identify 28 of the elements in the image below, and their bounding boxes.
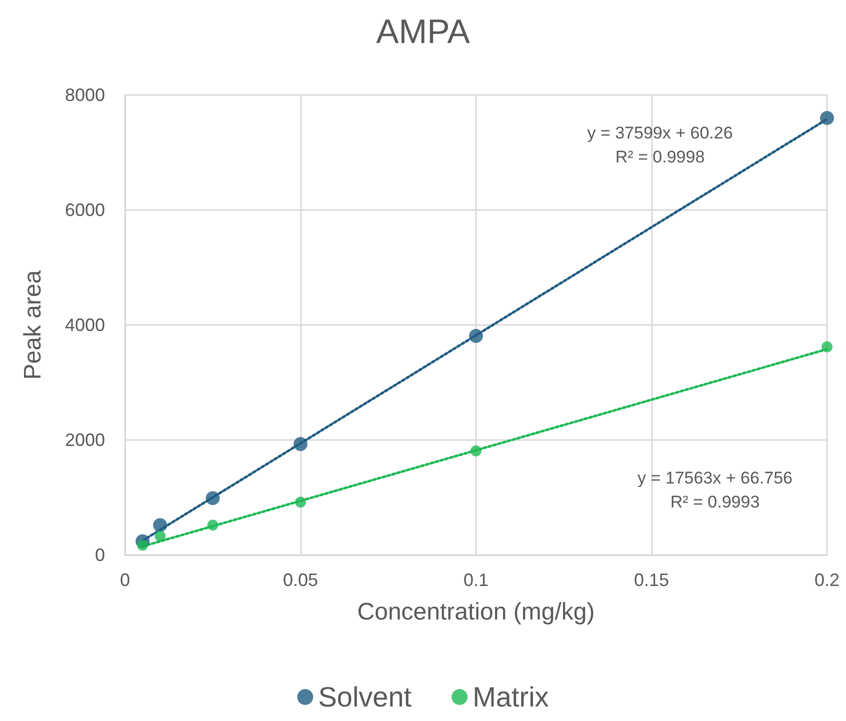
point bbox=[295, 496, 306, 508]
annotation: y = 17563x + 66.756 R² = 0.9993 bbox=[637, 468, 793, 512]
y-tick-label: 6000 bbox=[64, 200, 105, 220]
x-tick-label: 0.1 bbox=[463, 570, 489, 590]
point bbox=[207, 520, 218, 531]
point bbox=[153, 518, 168, 532]
x-tick-label: 0.15 bbox=[634, 570, 670, 590]
y-tick-label: 2000 bbox=[64, 430, 105, 450]
x-tick-label: 0.2 bbox=[814, 570, 840, 590]
chart-title: AMPA bbox=[376, 13, 470, 51]
legend-label: Matrix bbox=[472, 682, 549, 712]
y-axis-title: Peak area bbox=[20, 270, 46, 380]
y-tick-label: 8000 bbox=[64, 85, 105, 105]
x-tick-label: 0 bbox=[120, 570, 130, 590]
point bbox=[822, 341, 832, 352]
point bbox=[294, 437, 308, 452]
x-axis-title: Concentration (mg/kg) bbox=[357, 598, 595, 626]
point bbox=[470, 445, 482, 456]
point bbox=[137, 540, 148, 551]
point bbox=[820, 111, 834, 125]
point bbox=[469, 328, 483, 343]
legend-label: Solvent bbox=[318, 682, 412, 712]
x-tick-label: 0.05 bbox=[282, 570, 318, 590]
y-tick-label: 0 bbox=[94, 545, 105, 565]
annotation: y = 37599x + 60.26 R² = 0.9998 bbox=[587, 124, 733, 166]
point bbox=[206, 491, 220, 506]
point bbox=[154, 530, 166, 542]
y-tick-label: 4000 bbox=[64, 315, 105, 335]
